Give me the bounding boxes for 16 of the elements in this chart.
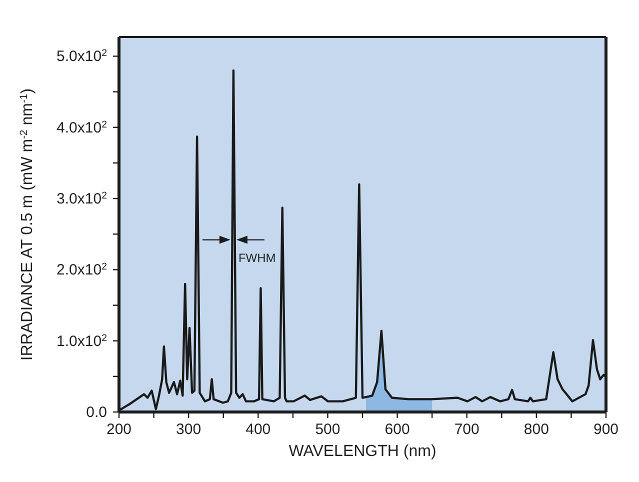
y-tick-label: 0.0 bbox=[86, 404, 107, 421]
x-tick-label: 700 bbox=[454, 421, 480, 438]
x-tick-label: 900 bbox=[593, 421, 619, 438]
y-tick-label: 4.0x10$^{2}$ bbox=[56, 118, 107, 136]
x-tick-label: 400 bbox=[246, 421, 271, 438]
x-tick-label: 200 bbox=[106, 421, 132, 438]
y-tick-label: 1.0x10$^{2}$ bbox=[56, 332, 107, 350]
x-axis-title: WAVELENGTH (nm) bbox=[288, 443, 436, 460]
x-tick-label: 600 bbox=[384, 421, 410, 438]
y-tick-label: 3.0x10$^{2}$ bbox=[56, 190, 107, 208]
x-tick-label: 500 bbox=[315, 421, 340, 438]
y-tick-label: 5.0x10$^{2}$ bbox=[56, 48, 107, 66]
x-tick-label: 800 bbox=[524, 421, 549, 438]
x-tick-label: 300 bbox=[176, 421, 202, 438]
annotation: FWHM bbox=[238, 250, 276, 265]
y-tick-label: 2.0x10$^{2}$ bbox=[56, 261, 107, 279]
